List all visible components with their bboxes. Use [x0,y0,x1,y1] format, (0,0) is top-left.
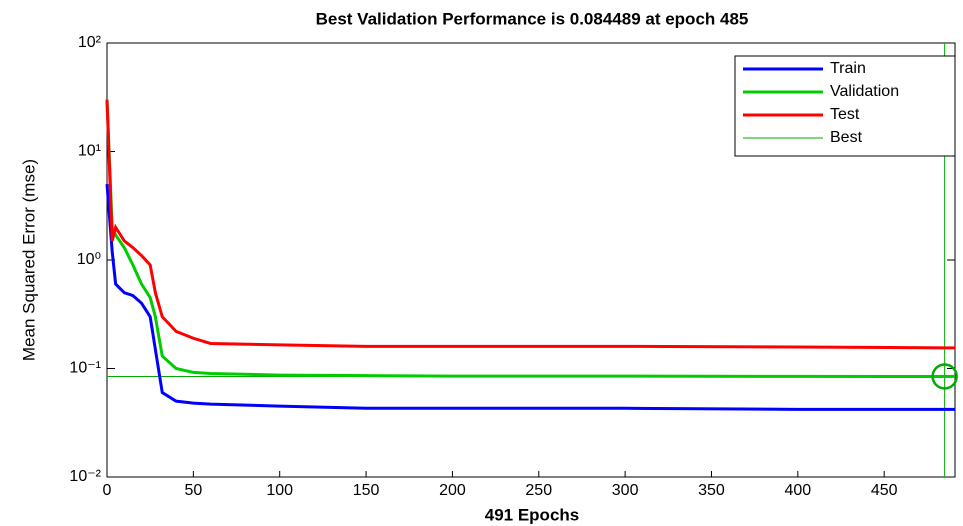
legend-label: Best [830,129,863,146]
y-tick-label: 10⁰ [77,251,101,268]
x-tick-label: 100 [266,482,293,499]
x-tick-label: 50 [184,482,202,499]
legend-label: Train [830,60,866,77]
y-tick-label: 10⁻² [69,468,101,485]
x-tick-label: 0 [103,482,112,499]
x-tick-label: 200 [439,482,466,499]
series-line [105,99,955,350]
y-tick-label: 10² [78,34,102,51]
y-tick-label: 10¹ [78,143,101,160]
legend-label: Validation [830,83,899,100]
x-tick-label: 300 [612,482,639,499]
x-axis-label: 491 Epochs [485,505,580,524]
x-tick-label: 150 [353,482,380,499]
x-tick-label: 450 [871,482,898,499]
x-tick-label: 400 [784,482,811,499]
legend-box [734,55,956,157]
y-tick-label: 10⁻¹ [69,360,101,377]
legend-label: Test [830,106,860,123]
best-marker [931,363,958,390]
x-tick-label: 250 [525,482,552,499]
series-line [105,99,956,378]
x-tick-label: 350 [698,482,725,499]
series-line [105,184,955,411]
y-axis-label: Mean Squared Error (mse) [19,159,38,361]
chart-title: Best Validation Performance is 0.084489 … [316,9,749,28]
